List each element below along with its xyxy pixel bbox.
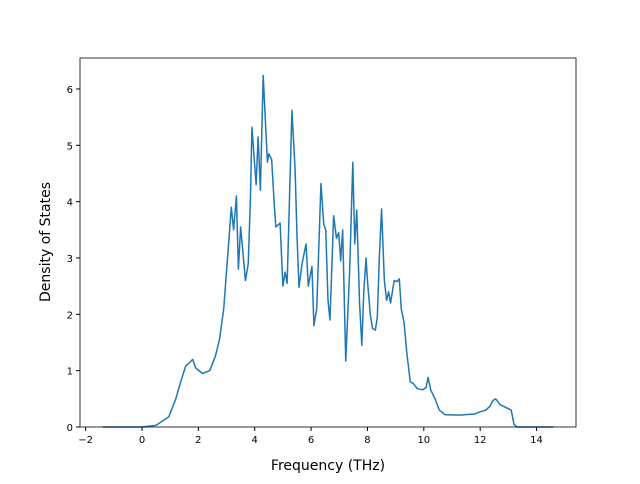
y-axis-label: Density of States [38,182,54,302]
x-tick-label: 4 [252,435,258,446]
x-tick-label: 0 [139,435,145,446]
line [102,74,554,428]
y-tick-label: 0 [67,423,73,434]
x-tick-label: 12 [474,435,487,446]
y-tick-label: 1 [67,367,73,378]
y-tick-label: 5 [67,141,73,152]
y-tick-label: 6 [67,85,73,96]
x-tick-label: −2 [78,435,93,446]
x-tick-label: 10 [417,435,430,446]
x-tick-label: 8 [364,435,370,446]
y-tick-label: 2 [67,310,73,321]
y-tick-label: 4 [67,198,73,209]
plot-frame [79,57,577,428]
x-axis-label: Frequency (THz) [271,458,385,474]
x-tick-label: 2 [195,435,201,446]
x-tick-label: 6 [308,435,314,446]
y-tick-label: 3 [67,254,73,265]
x-tick-label: 14 [530,435,543,446]
